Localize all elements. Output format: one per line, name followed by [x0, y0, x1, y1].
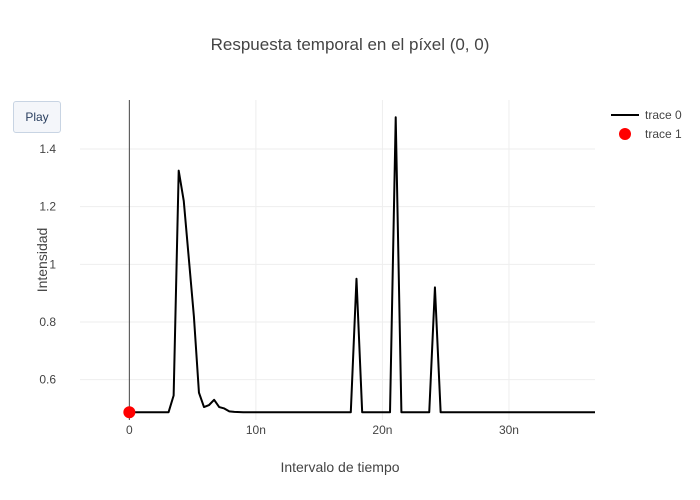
tick-labels: 0.6 0.8 1 1.2 1.4 0 10n 20n 30n: [39, 142, 519, 437]
series-layer: [123, 116, 595, 419]
series-line-trace-0: [129, 116, 595, 414]
x-tick-label: 30n: [499, 423, 519, 437]
y-tick-label: 1: [49, 257, 56, 271]
y-tick-label: 0.6: [39, 373, 56, 387]
x-tick-label: 0: [126, 423, 133, 437]
chart-title: Respuesta temporal en el píxel (0, 0): [211, 35, 490, 54]
y-tick-label: 0.8: [39, 315, 56, 329]
legend-swatch-marker: [619, 128, 631, 140]
x-tick-label: 20n: [372, 423, 392, 437]
y-tick-label: 1.4: [39, 142, 56, 156]
x-tick-label: 10n: [246, 423, 266, 437]
legend: trace 0 trace 1: [611, 108, 682, 141]
legend-label: trace 1: [645, 127, 682, 141]
play-button[interactable]: Play: [13, 101, 61, 133]
gridlines: [80, 100, 595, 420]
y-tick-label: 1.2: [39, 200, 56, 214]
x-axis-label: Intervalo de tiempo: [280, 459, 399, 475]
y-axis-label: Intensidad: [34, 228, 50, 293]
data-point-trace-1: [123, 406, 136, 419]
legend-label: trace 0: [645, 108, 682, 122]
